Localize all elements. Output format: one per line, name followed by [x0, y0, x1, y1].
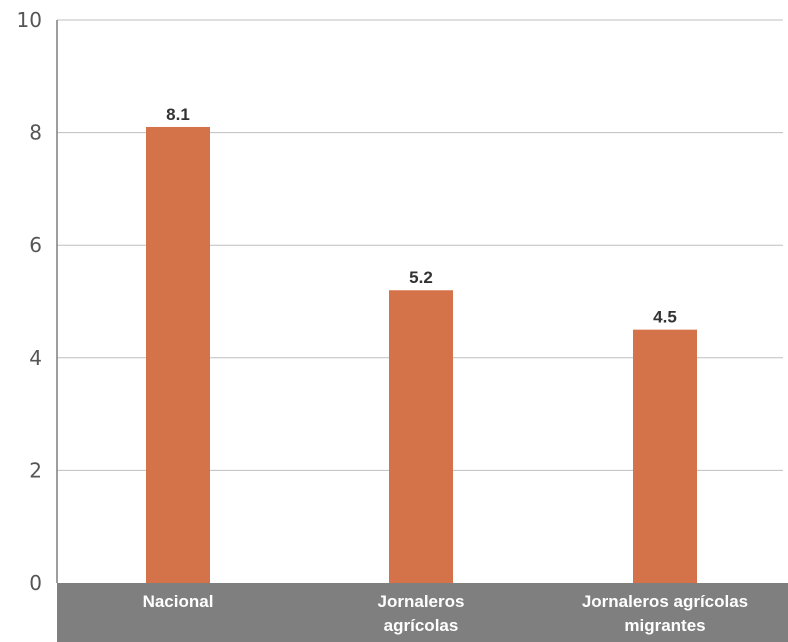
- bar: [633, 329, 697, 583]
- bars: [146, 126, 697, 583]
- y-tick-label: 8: [29, 121, 42, 145]
- y-tick-label: 4: [29, 346, 42, 370]
- x-tick-labels: Nacional Jornaleros agrícolas Jornaleros ag…: [143, 592, 749, 635]
- y-tick-label: 6: [29, 233, 42, 257]
- bar: [389, 290, 453, 583]
- data-label: 5.2: [409, 268, 433, 287]
- y-tick-label: 2: [29, 458, 42, 482]
- y-tick-label: 10: [17, 8, 42, 32]
- data-label: 4.5: [653, 308, 677, 327]
- category-band: [57, 583, 788, 642]
- x-tick-label: Jornaleros agrícolas: [378, 592, 465, 635]
- bar: [146, 126, 210, 583]
- data-label: 8.1: [166, 105, 190, 124]
- y-tick-labels: 0 2 4 6 8 10: [17, 8, 42, 595]
- x-tick-label: Nacional: [143, 592, 214, 611]
- y-tick-label: 0: [29, 571, 42, 595]
- x-tick-label: Jornaleros agrícolas migrantes: [582, 592, 748, 635]
- data-labels: 8.1 5.2 4.5: [166, 105, 677, 327]
